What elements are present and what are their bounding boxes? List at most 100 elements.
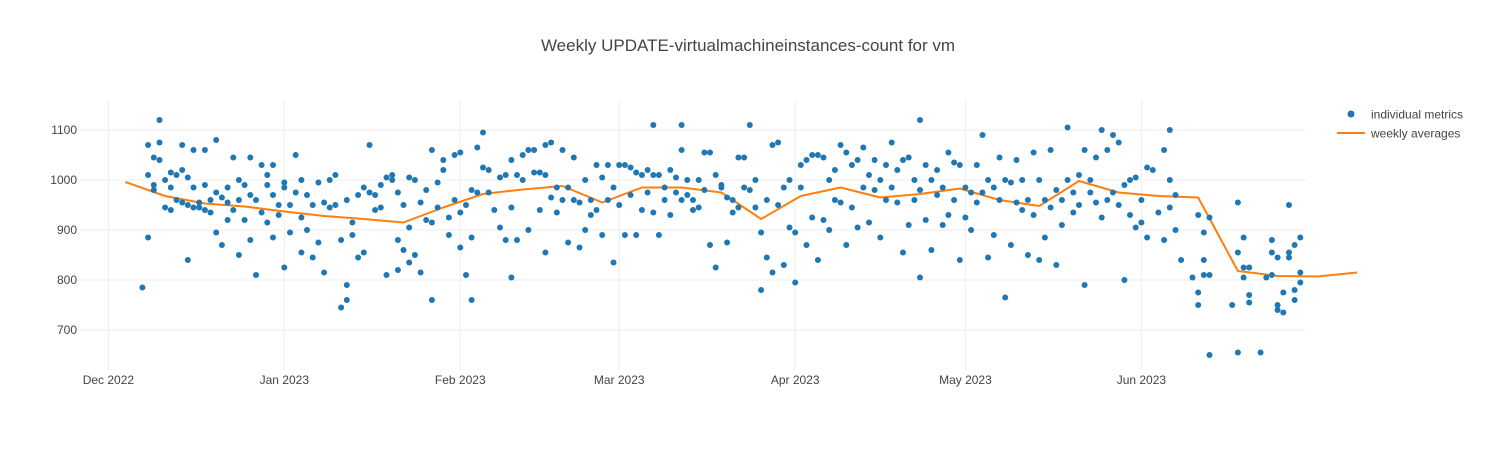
metric-point[interactable] bbox=[877, 234, 884, 241]
metric-point[interactable] bbox=[758, 229, 765, 236]
metric-point[interactable] bbox=[587, 212, 594, 218]
metric-point[interactable] bbox=[468, 234, 475, 241]
metric-point[interactable] bbox=[230, 154, 237, 161]
metric-point[interactable] bbox=[1297, 269, 1304, 276]
metric-point[interactable] bbox=[184, 174, 191, 181]
metric-point[interactable] bbox=[729, 197, 736, 203]
metric-point[interactable] bbox=[502, 237, 509, 243]
metric-point[interactable] bbox=[1268, 249, 1275, 256]
metric-point[interactable] bbox=[190, 204, 197, 211]
metric-point[interactable] bbox=[417, 269, 424, 276]
metric-point[interactable] bbox=[1297, 279, 1304, 286]
metric-point[interactable] bbox=[235, 252, 242, 258]
metric-point[interactable] bbox=[321, 269, 328, 276]
metric-point[interactable] bbox=[985, 177, 992, 183]
metric-point[interactable] bbox=[786, 224, 793, 231]
metric-point[interactable] bbox=[400, 247, 407, 253]
metric-point[interactable] bbox=[990, 184, 997, 191]
metric-point[interactable] bbox=[968, 189, 975, 196]
metric-point[interactable] bbox=[235, 197, 242, 203]
metric-point[interactable] bbox=[951, 159, 958, 166]
metric-point[interactable] bbox=[780, 184, 787, 191]
metric-point[interactable] bbox=[922, 217, 929, 223]
metric-point[interactable] bbox=[411, 177, 418, 183]
metric-point[interactable] bbox=[553, 184, 560, 191]
metric-point[interactable] bbox=[655, 172, 662, 178]
metric-point[interactable] bbox=[1274, 254, 1281, 261]
metric-point[interactable] bbox=[445, 232, 452, 238]
metric-point[interactable] bbox=[1013, 199, 1020, 206]
metric-point[interactable] bbox=[1240, 234, 1247, 241]
metric-point[interactable] bbox=[695, 204, 702, 211]
metric-point[interactable] bbox=[831, 197, 838, 203]
metric-point[interactable] bbox=[463, 272, 469, 278]
metric-point[interactable] bbox=[735, 154, 742, 161]
metric-point[interactable] bbox=[1047, 204, 1054, 211]
metric-point[interactable] bbox=[1178, 257, 1185, 263]
metric-point[interactable] bbox=[848, 162, 855, 168]
metric-point[interactable] bbox=[718, 184, 725, 191]
metric-point[interactable] bbox=[1087, 177, 1094, 183]
metric-point[interactable] bbox=[814, 152, 821, 158]
metric-point[interactable] bbox=[752, 177, 759, 183]
metric-point[interactable] bbox=[1161, 147, 1168, 153]
metric-point[interactable] bbox=[871, 187, 878, 193]
metric-point[interactable] bbox=[752, 204, 759, 211]
metric-point[interactable] bbox=[457, 244, 464, 251]
metric-point[interactable] bbox=[468, 187, 475, 193]
metric-point[interactable] bbox=[463, 202, 469, 208]
metric-point[interactable] bbox=[917, 274, 923, 281]
metric-point[interactable] bbox=[724, 239, 731, 246]
metric-point[interactable] bbox=[650, 122, 657, 128]
metric-point[interactable] bbox=[173, 172, 180, 178]
metric-point[interactable] bbox=[883, 197, 889, 203]
metric-point[interactable] bbox=[1110, 189, 1116, 196]
metric-point[interactable] bbox=[593, 207, 600, 213]
metric-point[interactable] bbox=[167, 184, 174, 191]
metric-point[interactable] bbox=[604, 197, 611, 203]
metric-point[interactable] bbox=[1036, 177, 1043, 183]
metric-point[interactable] bbox=[894, 199, 901, 206]
metric-point[interactable] bbox=[644, 189, 651, 196]
metric-point[interactable] bbox=[451, 152, 458, 158]
metric-point[interactable] bbox=[928, 177, 935, 183]
metric-point[interactable] bbox=[1200, 229, 1207, 236]
metric-point[interactable] bbox=[281, 264, 288, 271]
metric-point[interactable] bbox=[519, 177, 526, 183]
metric-point[interactable] bbox=[616, 202, 623, 208]
metric-point[interactable] bbox=[990, 232, 997, 238]
metric-point[interactable] bbox=[917, 117, 923, 123]
metric-point[interactable] bbox=[1286, 202, 1292, 208]
metric-point[interactable] bbox=[485, 167, 492, 173]
metric-point[interactable] bbox=[1002, 177, 1009, 183]
metric-point[interactable] bbox=[326, 204, 333, 211]
metric-point[interactable] bbox=[1200, 257, 1207, 263]
metric-point[interactable] bbox=[258, 209, 265, 216]
metric-point[interactable] bbox=[985, 254, 992, 261]
metric-point[interactable] bbox=[1246, 292, 1253, 298]
metric-point[interactable] bbox=[570, 154, 577, 161]
metric-point[interactable] bbox=[763, 254, 770, 261]
metric-point[interactable] bbox=[922, 162, 929, 168]
metric-point[interactable] bbox=[224, 184, 231, 191]
metric-point[interactable] bbox=[179, 167, 186, 173]
metric-point[interactable] bbox=[678, 147, 685, 153]
metric-point[interactable] bbox=[406, 224, 413, 231]
metric-point[interactable] bbox=[582, 227, 589, 233]
metric-point[interactable] bbox=[905, 154, 912, 161]
metric-point[interactable] bbox=[525, 147, 532, 153]
metric-point[interactable] bbox=[224, 199, 231, 206]
metric-point[interactable] bbox=[962, 214, 969, 221]
metric-point[interactable] bbox=[741, 154, 748, 161]
metric-point[interactable] bbox=[820, 217, 827, 223]
metric-point[interactable] bbox=[542, 249, 549, 256]
metric-point[interactable] bbox=[457, 149, 464, 156]
metric-point[interactable] bbox=[570, 197, 577, 203]
metric-point[interactable] bbox=[218, 194, 225, 201]
metric-point[interactable] bbox=[1246, 264, 1253, 271]
metric-point[interactable] bbox=[803, 157, 810, 163]
metric-point[interactable] bbox=[729, 209, 736, 216]
metric-point[interactable] bbox=[247, 237, 254, 243]
metric-point[interactable] bbox=[900, 249, 906, 256]
metric-point[interactable] bbox=[1104, 147, 1111, 153]
